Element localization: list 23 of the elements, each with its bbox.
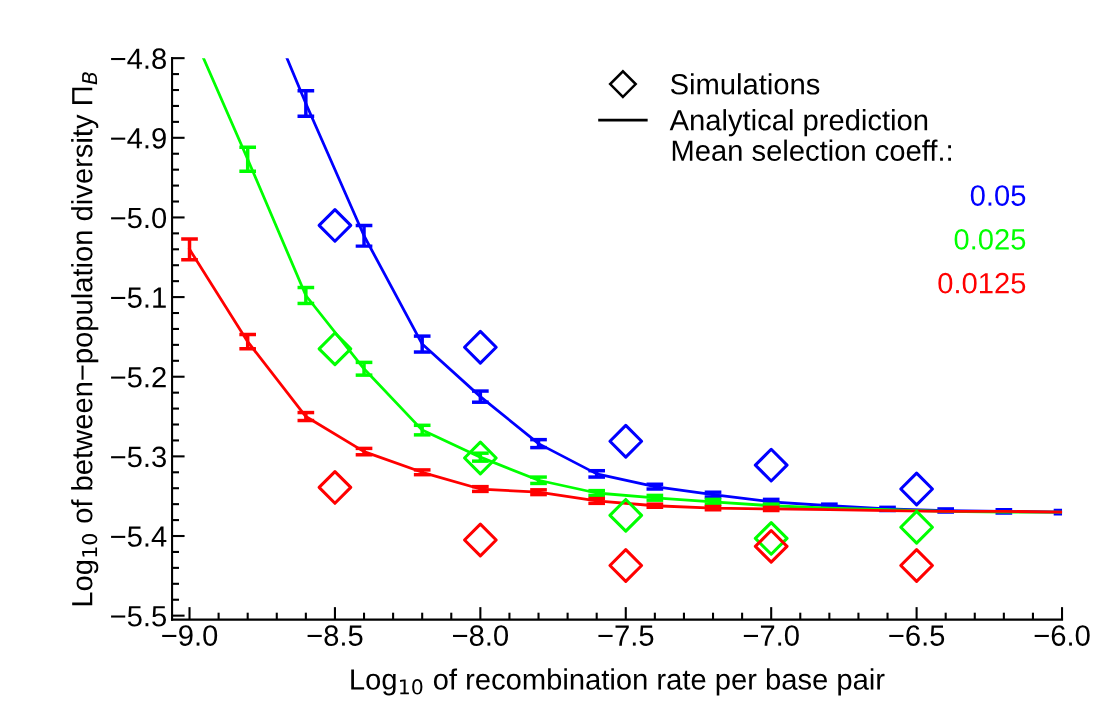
- text: 0.025: [954, 229, 1026, 250]
- annotation: Simulations: [670, 73, 820, 95]
- y-tick-label: −5.0: [111, 207, 167, 229]
- x-tick-label: −6.5: [889, 625, 945, 646]
- legend-title: Mean selection coeff.:: [672, 139, 951, 161]
- y-tick-label: −5.2: [111, 366, 166, 388]
- x-tick-label: −8.5: [307, 625, 363, 646]
- y-tick-label: −5.3: [111, 446, 166, 468]
- text: 0.05: [970, 185, 1026, 206]
- x-axis-title: Log$_{10}$ of recombination rate per base pair: [351, 668, 885, 696]
- annotation: Analytical prediction: [669, 109, 928, 137]
- y-tick-label: −4.9: [111, 128, 166, 149]
- x-tick-label: −7.5: [598, 625, 654, 646]
- x-tick-label: −9.0: [162, 625, 218, 646]
- x-tick-label: −6.0: [1034, 625, 1090, 646]
- x-tick-label: −7.0: [743, 625, 799, 646]
- text: 0.0125: [938, 272, 1026, 294]
- y-tick-label: −5.1: [111, 287, 166, 308]
- x-tick-label: −8.0: [453, 625, 509, 646]
- y-tick-label: −4.8: [111, 48, 166, 70]
- y-tick-label: −5.4: [111, 526, 167, 547]
- y-tick-label: −5.5: [111, 606, 166, 627]
- y-axis-title: Log$_{10}$ of between−population diversity Π$_{B}$: [71, 72, 99, 606]
